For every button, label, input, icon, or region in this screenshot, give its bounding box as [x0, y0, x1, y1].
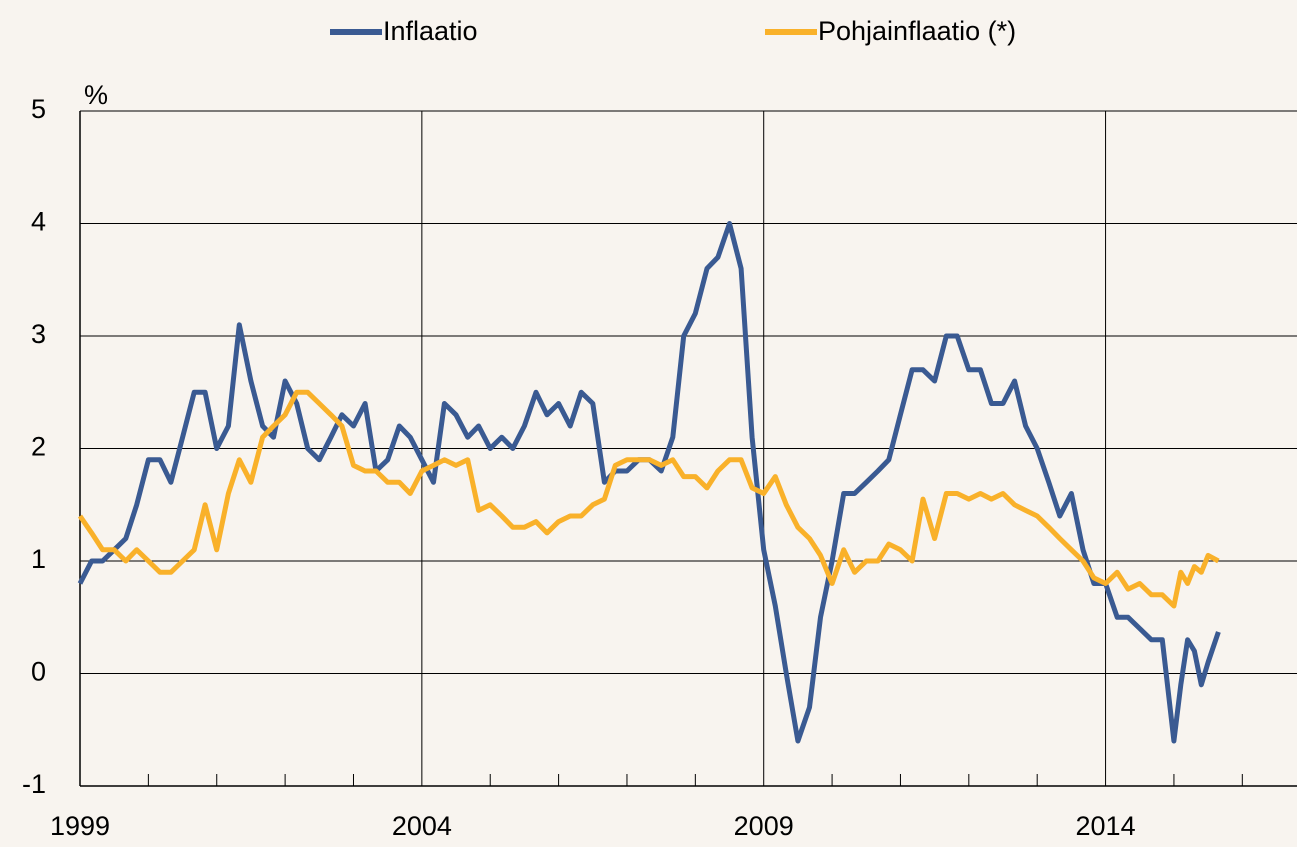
- legend-label: Pohjainflaatio (*): [818, 16, 1016, 46]
- y-tick-label: 2: [31, 432, 46, 462]
- x-tick-label: 2009: [734, 811, 794, 841]
- y-tick-label: 5: [31, 94, 46, 124]
- y-tick-label: 3: [31, 319, 46, 349]
- line: [77, 389, 1220, 609]
- x-tick-label: 2004: [392, 811, 452, 841]
- y-tick-label: 1: [31, 544, 46, 574]
- y-tick-label: 0: [31, 657, 46, 687]
- line: [77, 221, 1221, 744]
- y-tick-label: -1: [22, 769, 46, 799]
- x-tick-label: 1999: [50, 811, 110, 841]
- y-tick-label: 4: [31, 207, 46, 237]
- legend-label: Inflaatio: [383, 16, 478, 46]
- y-axis-label: %: [84, 80, 108, 110]
- x-tick-label: 2014: [1076, 811, 1136, 841]
